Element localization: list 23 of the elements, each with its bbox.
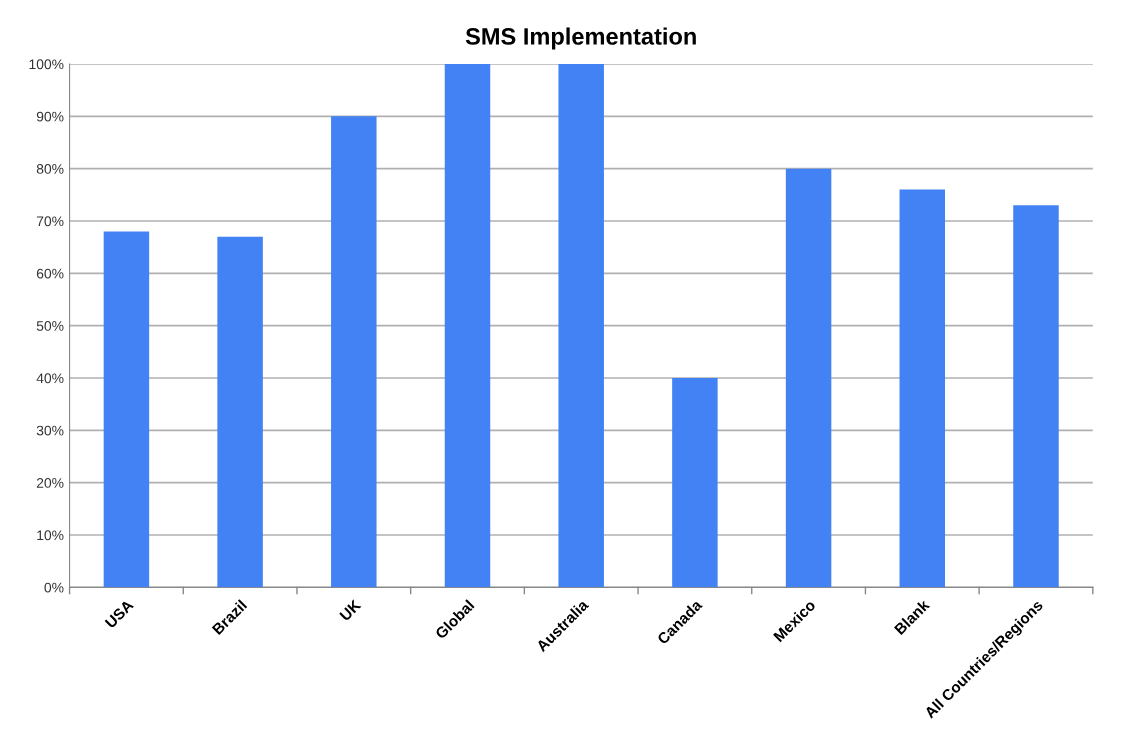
y-tick-label: 70% [36, 216, 64, 227]
x-tick-label: USA [104, 599, 135, 629]
y-tick-label: 80% [36, 164, 64, 174]
y-tick-label: 20% [36, 478, 64, 488]
bar [899, 189, 946, 588]
bar [785, 168, 832, 588]
bar [444, 64, 491, 588]
bar [103, 231, 150, 588]
y-tick-label: 60% [36, 268, 64, 279]
y-tick-label: 40% [36, 373, 64, 384]
chart-title: SMS Implementation [465, 27, 696, 50]
y-tick-label: 100% [29, 59, 64, 70]
y-tick-label: 10% [37, 530, 64, 541]
y-tick-label: 90% [36, 111, 64, 122]
y-tick-label: 0% [44, 582, 64, 593]
y-tick-label: 50% [36, 321, 64, 331]
bar [1013, 205, 1059, 588]
x-tick-label: UK [339, 598, 362, 622]
bar [672, 378, 718, 588]
bar [558, 64, 604, 588]
bar [217, 236, 263, 588]
y-tick-label: 30% [36, 425, 64, 436]
bar [331, 116, 377, 588]
